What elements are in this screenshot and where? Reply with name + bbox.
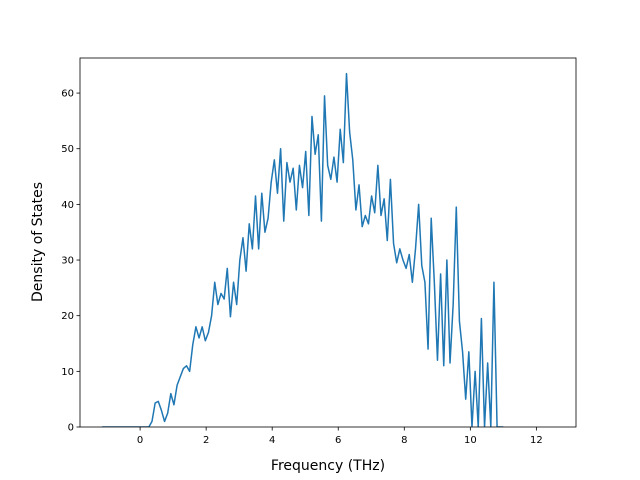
- data-line: [102, 72, 504, 427]
- y-axis-label: Density of States: [30, 182, 46, 302]
- x-tick-label: 0: [137, 435, 143, 446]
- y-tick-label: 0: [68, 423, 74, 434]
- x-tick-label: 2: [203, 435, 209, 446]
- x-tick-label: 6: [335, 435, 341, 446]
- x-tick-label: 12: [530, 435, 543, 446]
- x-tick-label: 10: [464, 435, 477, 446]
- y-tick-label: 40: [61, 200, 74, 211]
- y-tick-label: 10: [61, 367, 74, 378]
- x-tick-label: 8: [401, 435, 407, 446]
- y-tick-label: 20: [61, 311, 74, 322]
- x-tick-label: 4: [269, 435, 275, 446]
- plot-frame: [79, 57, 577, 428]
- y-tick-label: 60: [61, 89, 74, 100]
- y-tick-label: 30: [61, 256, 74, 267]
- x-axis-label: Frequency (THz): [271, 458, 385, 474]
- y-tick-label: 50: [61, 144, 74, 155]
